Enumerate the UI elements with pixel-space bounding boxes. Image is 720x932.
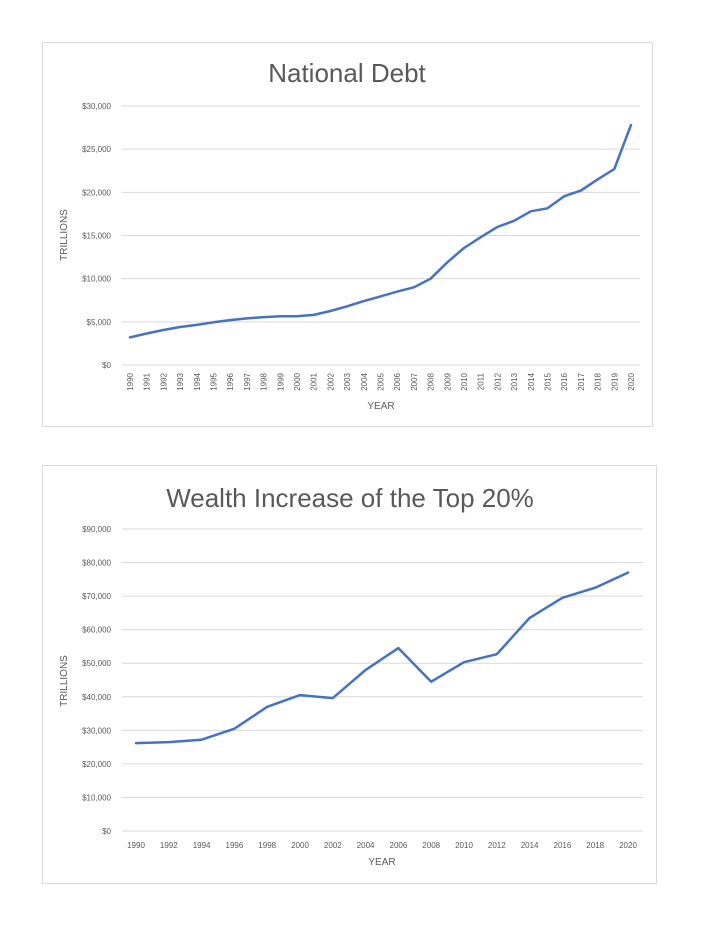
chart-1-x-tick-label: 1990 [126, 372, 135, 390]
chart-1-x-tick-label: 2017 [577, 372, 586, 390]
chart-2-x-tick-label: 1996 [226, 841, 244, 850]
chart-1-x-tick-label: 2020 [627, 372, 636, 390]
chart-2-y-tick-label: $40,000 [82, 693, 111, 702]
chart-2-y-tick-label: $50,000 [82, 659, 111, 668]
national-debt-chart-svg: National Debt $0 $5,000 $10,000 $15,000 $20,0… [59, 58, 640, 412]
chart-2-x-tick-label: 2000 [291, 841, 309, 850]
chart-1-x-tick-label: 2000 [293, 372, 302, 390]
chart-2-y-tick-label: $70,000 [82, 592, 111, 601]
chart-2-y-tick-label: $30,000 [82, 726, 111, 735]
wealth-increase-chart-svg: Wealth Increase of the Top 20% $0 $10,000 $… [59, 483, 643, 868]
chart-1-x-tick-label: 2012 [493, 372, 502, 390]
chart-1-x-tick-label: 2003 [343, 372, 352, 390]
wealth-increase-chart: Wealth Increase of the Top 20% $0 $10,000 $… [42, 465, 657, 884]
chart-1-y-tick-label: $5,000 [87, 318, 112, 327]
chart-2-y-tick-label: $90,000 [82, 525, 111, 534]
chart-1-x-tick-label: 1997 [243, 372, 252, 390]
chart-2-x-tick-label: 2010 [455, 841, 473, 850]
chart-2-x-tick-label: 2016 [554, 841, 572, 850]
chart-1-x-tick-label: 2007 [410, 372, 419, 390]
chart-1-y-tick-label: $20,000 [82, 188, 111, 197]
chart-1-x-tick-label: 1999 [276, 372, 285, 390]
chart-2-y-tick-label: $80,000 [82, 559, 111, 568]
chart-1-x-tick-label: 1995 [210, 372, 219, 390]
chart-2-y-axis-label: TRILLIONS [59, 655, 70, 707]
chart-1-x-tick-label: 2009 [443, 372, 452, 390]
chart-2-y-tick-label: $60,000 [82, 626, 111, 635]
chart-2-x-tick-label: 2006 [390, 841, 408, 850]
chart-2-x-tick-label: 1990 [127, 841, 145, 850]
chart-1-x-tick-label: 1996 [226, 372, 235, 390]
chart-1-series-line [128, 123, 633, 339]
chart-1-x-tick-label: 2014 [527, 372, 536, 390]
chart-1-x-tick-label: 2005 [377, 372, 386, 390]
chart-1-x-tick-label: 1994 [193, 372, 202, 390]
chart-2-x-tick-label: 2008 [422, 841, 440, 850]
chart-2-y-tick-label: $10,000 [82, 793, 111, 802]
chart-1-y-tick-label: $10,000 [82, 275, 111, 284]
chart-2-x-tick-label: 1998 [258, 841, 276, 850]
chart-1-y-tick-label: $15,000 [82, 232, 111, 241]
chart-1-x-tick-label: 1998 [260, 372, 269, 390]
chart-1-x-tick-label: 1993 [176, 372, 185, 390]
chart-2-series-line [134, 571, 630, 745]
chart-1-y-tick-label: $25,000 [82, 145, 111, 154]
chart-1-title: National Debt [268, 58, 426, 88]
chart-2-x-tick-label: 2012 [488, 841, 506, 850]
chart-2-x-tick-label: 1994 [193, 841, 211, 850]
chart-1-x-tick-label: 2016 [560, 372, 569, 390]
chart-2-x-tick-label: 2002 [324, 841, 342, 850]
chart-1-x-tick-label: 2008 [427, 372, 436, 390]
chart-2-x-tick-label: 1992 [160, 841, 178, 850]
chart-2-y-tick-label: $20,000 [82, 760, 111, 769]
chart-1-x-tick-label: 2013 [510, 372, 519, 390]
chart-2-x-tick-label: 2020 [619, 841, 637, 850]
chart-1-x-tick-label: 2010 [460, 372, 469, 390]
chart-1-x-tick-label: 2006 [393, 372, 402, 390]
chart-1-x-tick-label: 2015 [544, 372, 553, 390]
chart-1-x-tick-label: 2002 [326, 372, 335, 390]
chart-1-x-tick-label: 2004 [360, 372, 369, 390]
chart-1-x-tick-label: 2019 [610, 372, 619, 390]
chart-1-x-tick-label: 2001 [310, 372, 319, 390]
chart-1-y-axis-label: TRILLIONS [59, 209, 70, 261]
chart-2-title: Wealth Increase of the Top 20% [166, 483, 534, 513]
chart-2-x-tick-label: 2018 [586, 841, 604, 850]
chart-1-y-tick-label: $0 [102, 361, 111, 370]
chart-1-x-axis-label: YEAR [367, 401, 394, 412]
chart-1-y-tick-label: $30,000 [82, 102, 111, 111]
chart-1-x-tick-label: 2018 [594, 372, 603, 390]
chart-1-x-tick-label: 1992 [159, 372, 168, 390]
chart-2-y-tick-label: $0 [102, 827, 111, 836]
chart-2-x-tick-label: 2004 [357, 841, 375, 850]
chart-2-x-axis-label: YEAR [368, 857, 395, 868]
chart-2-x-tick-label: 2014 [521, 841, 539, 850]
chart-1-x-tick-label: 1991 [143, 372, 152, 390]
chart-1-x-tick-label: 2011 [477, 372, 486, 390]
national-debt-chart: National Debt $0 $5,000 $10,000 $15,000 $20,0… [42, 42, 653, 427]
